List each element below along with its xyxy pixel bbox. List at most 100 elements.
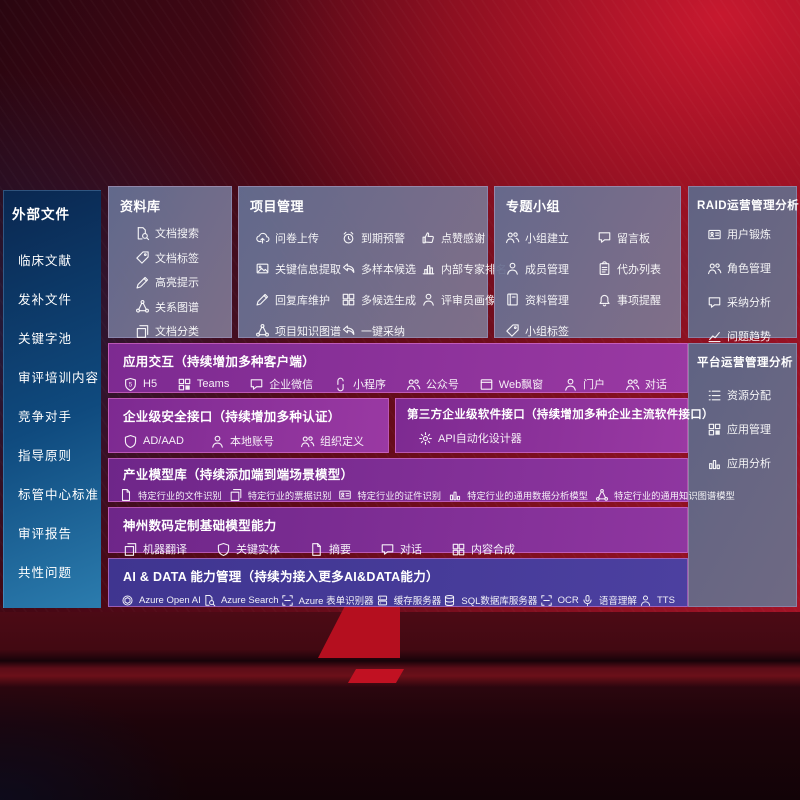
panel-title: 平台运营管理分析 (697, 357, 793, 369)
people-icon (707, 261, 722, 276)
external-file-item: 竞争对手 (18, 410, 73, 424)
feature-label: 小组建立 (525, 232, 569, 245)
doc-icon (119, 488, 133, 502)
row-title: 产业模型库（持续添加端到端场景模型） (123, 468, 354, 482)
doc-icon (309, 542, 324, 557)
person-icon (639, 594, 652, 607)
feature-item: 本地账号 (210, 433, 274, 449)
feature-item: 回复库维护 (255, 292, 341, 308)
gear-icon (418, 431, 433, 446)
external-file-item: 审评培训内容 (18, 371, 100, 385)
feature-item: 对话 (380, 541, 422, 557)
shield-icon (123, 434, 138, 449)
row-title: AI & DATA 能力管理（持续为接入更多AI&DATA能力） (123, 570, 439, 584)
feature-label: 一键采纳 (361, 325, 405, 338)
chat-icon (707, 295, 722, 310)
pencil-icon (135, 275, 150, 290)
background-blue-glow (0, 620, 340, 800)
scan-icon (281, 594, 294, 607)
docs-icon (135, 324, 150, 339)
chart-bar-icon (448, 488, 462, 502)
feature-item: 内部专家排名 (421, 261, 507, 277)
network-icon (135, 299, 150, 314)
feature-item: 问卷上传 (255, 230, 341, 246)
feature-label: 资料管理 (525, 294, 569, 307)
feature-item: 特定行业的票据识别 (229, 488, 332, 502)
external-file-item: 关键字池 (18, 332, 73, 346)
feature-label: 代办列表 (617, 263, 661, 276)
chat-icon (380, 542, 395, 557)
feature-label: 问卷上传 (275, 232, 319, 245)
feature-item: 关键信息提取 (255, 261, 341, 277)
s-curve-icon (333, 377, 348, 392)
repository-panel: 资料库 文档搜索 文档标签 高亮提示 关系图谱 文档分类 (108, 186, 232, 338)
external-file-item: 发补文件 (18, 293, 73, 307)
feature-item: 用户锻炼 (707, 226, 796, 242)
person-icon (505, 261, 520, 276)
feature-label: 小组标签 (525, 325, 569, 338)
feature-item: 摘要 (309, 541, 351, 557)
feature-item: 关键实体 (216, 541, 280, 557)
feature-label: 机器翻译 (143, 544, 187, 556)
feature-item: 门户 (563, 376, 605, 392)
thirdparty-interface-row: 第三方企业级软件接口（持续增加多种企业主流软件接口） API自动化设计器 (395, 398, 713, 453)
grid-icon (707, 422, 722, 437)
feature-label: 关系图谱 (155, 301, 199, 314)
feature-item: SQL数据库服务器 (443, 593, 537, 607)
feature-item: 多样本候选 (341, 261, 421, 277)
feature-item: 小组标签 (505, 323, 597, 339)
project-management-panel: 项目管理 问卷上传 到期预警 点赞感谢 关键信息提取 多样本候选 内部专家排名 回复库维护 多… (238, 186, 507, 339)
feature-item: 成员管理 (505, 261, 597, 277)
docs-icon (123, 542, 138, 557)
feature-label: 关键实体 (236, 544, 280, 556)
feature-item: 特定行业的通用知识图谱模型 (595, 488, 735, 502)
feature-label: Teams (196, 378, 230, 390)
feature-item: 高亮提示 (135, 274, 231, 290)
background-red-shape-small (347, 669, 405, 683)
feature-item: 事项提醒 (597, 292, 680, 308)
feature-item: 角色管理 (707, 260, 796, 276)
panel-title: 外部文件 (12, 207, 70, 222)
docs-icon (229, 488, 243, 502)
podium-icon (421, 261, 436, 276)
feature-item: TTS (639, 594, 675, 607)
panel-title: 专题小组 (506, 199, 561, 214)
network-icon (255, 323, 270, 338)
feature-item: 机器翻译 (123, 541, 187, 557)
feature-item: 组织定义 (300, 433, 364, 449)
feature-item: 内容合成 (451, 541, 515, 557)
feature-item: Teams (177, 377, 229, 392)
security-interface-row: 企业级安全接口（持续增加多种认证） AD/AAD 本地账号 组织定义 (108, 398, 389, 453)
people-icon (406, 377, 421, 392)
openai-icon (121, 594, 134, 607)
feature-item: 小程序 (333, 376, 386, 392)
feature-item: 文档搜索 (135, 225, 231, 241)
feature-label: SQL数据库服务器 (461, 596, 538, 607)
feature-label: 应用分析 (727, 458, 771, 470)
doc-search-icon (203, 594, 216, 607)
feature-label: Azure 表单识别器 (298, 596, 374, 607)
feature-item: 留言板 (597, 230, 680, 246)
feature-item: 多候选生成 (341, 292, 421, 308)
reply-arrow-icon (341, 323, 356, 338)
feature-item: API自动化设计器 (418, 430, 522, 446)
feature-item: 文档分类 (135, 323, 231, 339)
feature-item: 特定行业的证件识别 (338, 488, 441, 502)
row-title: 企业级安全接口（持续增加多种认证） (123, 410, 341, 424)
id-card-icon (707, 227, 722, 242)
feature-label: 成员管理 (525, 263, 569, 276)
feature-item: 问题趋势 (707, 328, 796, 344)
feature-label: TTS (656, 594, 675, 606)
feature-item: 资源分配 (707, 387, 796, 403)
feature-label: 问题趋势 (727, 331, 771, 343)
ai-data-capability-row: AI & DATA 能力管理（持续为接入更多AI&DATA能力） Azure O… (108, 558, 688, 607)
external-file-item: 审评报告 (18, 527, 73, 541)
feature-item: 一键采纳 (341, 323, 421, 339)
chat-icon (597, 230, 612, 245)
people-icon (625, 377, 640, 392)
feature-item: 特定行业的文件识别 (119, 488, 222, 502)
db-icon (443, 594, 456, 607)
cloud-upload-icon (255, 230, 270, 245)
feature-label: 特定行业的票据识别 (247, 491, 332, 501)
list-icon (707, 388, 722, 403)
